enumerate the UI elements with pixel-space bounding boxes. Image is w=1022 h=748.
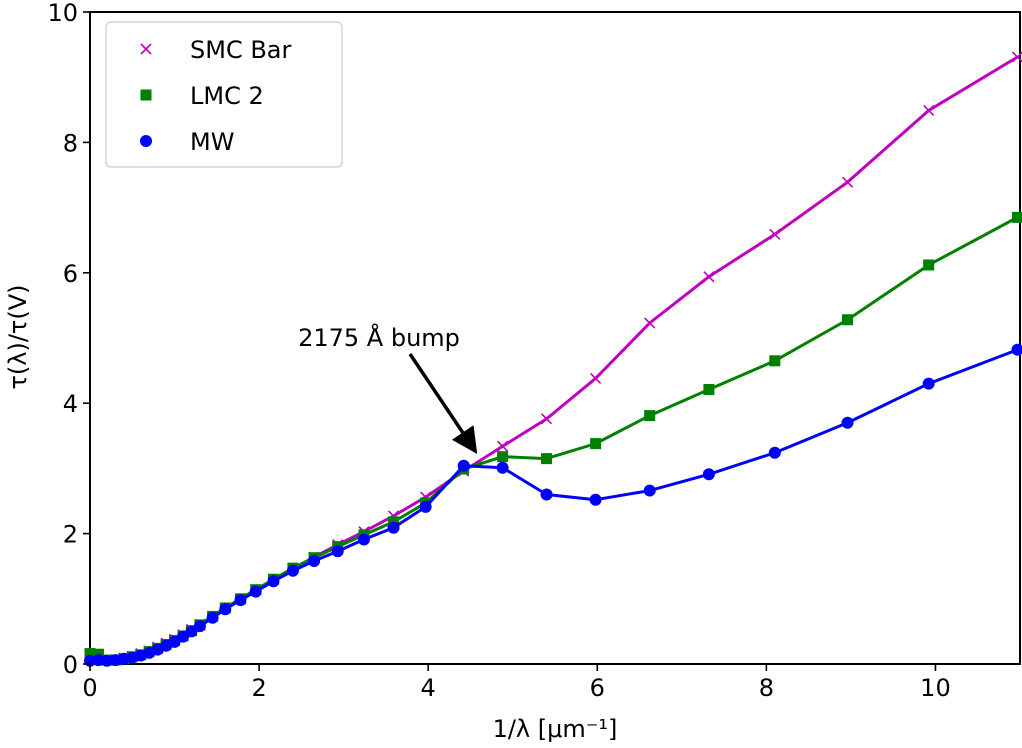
legend-label: LMC 2 [190,82,264,110]
annotation-arrow-shaft [408,353,465,434]
legend-marker [140,89,152,101]
data-point [206,611,219,624]
data-point [497,440,509,452]
data-point [769,228,781,240]
x-tick-label: 4 [421,674,436,702]
data-point [923,259,935,271]
x-tick-label: 6 [590,674,605,702]
legend-entry: SMC Bar [140,36,292,64]
data-point [1011,51,1022,63]
series-line [89,348,1018,663]
data-point [249,585,262,598]
x-tick-label: 2 [251,674,266,702]
data-point [644,317,656,329]
data-point [496,461,509,474]
data-point [590,438,602,450]
legend-label: MW [190,128,234,156]
legend: SMC Bar LMC 2 MW [105,21,343,168]
y-tick-label: 2 [63,521,78,549]
data-point [219,603,232,616]
data-point [357,533,370,546]
data-point [589,493,602,506]
data-point [497,451,509,463]
data-point [234,594,247,607]
annotation-text: 2175 Å bump [298,323,460,352]
data-point [419,500,432,513]
y-tick-label: 8 [63,129,78,157]
plot-frame [89,11,1021,665]
y-tick-label: 0 [63,651,78,679]
legend-entry: MW [140,128,234,156]
data-point [84,648,96,660]
x-tick-label: 10 [920,674,951,702]
data-point [841,176,854,188]
ticks-layer: 0 2 4 6 8 10 0 2 4 6 8 10 [47,0,950,702]
data-point [267,575,280,588]
y-tick-label: 6 [63,260,78,288]
data-point [387,521,400,534]
data-point [922,377,935,390]
y-tick-label: 4 [63,390,78,418]
data-point [644,410,656,422]
data-point [923,104,935,117]
data-point [643,484,656,497]
data-point [590,372,602,384]
series-layer [84,51,1022,667]
legend-marker [140,43,152,55]
y-axis-label: τ(λ)/τ(V) [4,284,32,389]
legend-box [105,21,343,168]
annotation-layer: 2175 Å bump [298,323,478,455]
data-point [1011,343,1022,356]
x-tick-label: 0 [82,674,97,702]
y-tick-label: 10 [47,0,78,27]
x-tick-label: 8 [759,674,774,702]
data-point [540,488,553,501]
x-axis-label: 1/λ [μm⁻¹] [493,715,618,743]
axes-frame [89,11,1021,665]
series-line [89,216,1019,662]
legend-marker [140,135,152,147]
data-point [841,416,854,429]
data-point [1011,211,1022,223]
data-point [768,446,781,459]
data-point [842,314,854,326]
data-point [457,459,470,472]
legend-entry: LMC 2 [140,82,264,110]
series-lmc-2 [84,211,1022,666]
data-point [702,468,715,481]
legend-label: SMC Bar [190,36,292,64]
data-point [193,620,206,633]
data-point [769,355,781,367]
series-mw [84,343,1022,667]
data-point [540,413,553,425]
annotation-arrow-head [451,425,478,455]
data-point [331,545,344,558]
data-point [308,554,321,567]
data-point [703,271,715,283]
data-point [703,384,715,396]
data-point [286,564,299,577]
data-point [541,453,553,465]
